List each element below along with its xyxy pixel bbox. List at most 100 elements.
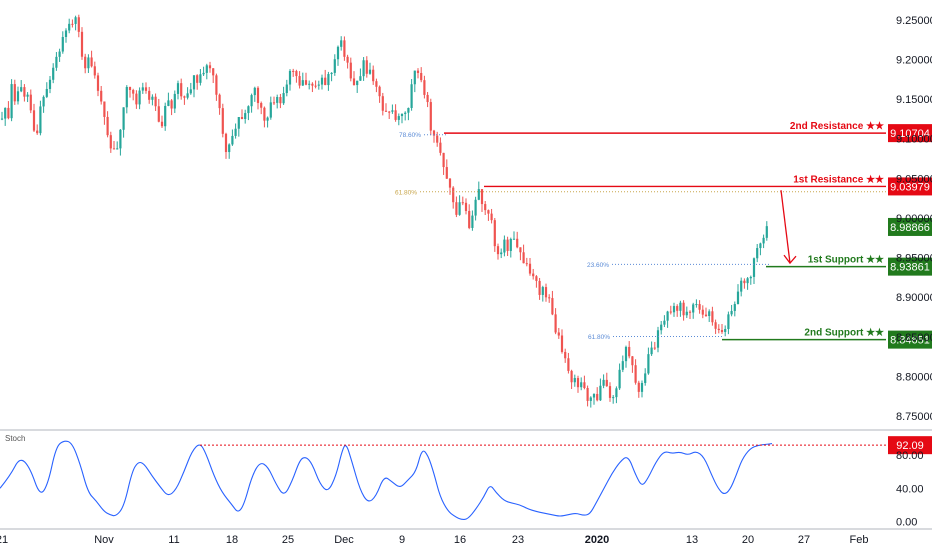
candle-body: [685, 311, 688, 316]
candle-body: [13, 84, 16, 102]
candle-body: [631, 356, 634, 366]
candle-body: [231, 135, 234, 145]
projection-arrow-line: [780, 190, 791, 264]
candle-body: [669, 311, 672, 313]
time-axis-tick-label: 9: [399, 534, 405, 546]
candle-body: [327, 74, 330, 86]
candle-body: [39, 106, 42, 134]
candle-body: [660, 324, 663, 331]
candle-body: [676, 306, 679, 311]
candle-body: [23, 87, 26, 97]
candle-body: [756, 248, 759, 259]
candle-body: [644, 373, 647, 383]
candle-body: [346, 56, 349, 63]
candle-body: [84, 56, 87, 69]
candle-body: [544, 287, 548, 298]
candle-body: [356, 80, 359, 86]
candle-body: [282, 93, 285, 104]
candle-body: [372, 69, 375, 82]
candle-body: [640, 382, 644, 392]
candle-body: [240, 117, 244, 120]
candle-body: [484, 204, 487, 211]
candle-body: [183, 96, 186, 98]
candle-body: [759, 243, 762, 249]
candle-body: [71, 23, 74, 25]
price-pane[interactable]: 78.60% 61.80% 23.60% 61.80% 2nd Resistance ★…: [0, 14, 932, 408]
candle-body: [340, 40, 343, 47]
candle-body: [58, 51, 61, 57]
candle-body: [692, 304, 695, 313]
candle-body: [506, 239, 509, 251]
candle-body: [362, 60, 365, 77]
candle-body: [672, 306, 676, 313]
candle-body: [365, 60, 368, 74]
candle-body: [148, 90, 151, 100]
candle-body: [154, 96, 157, 107]
candle-body: [394, 110, 397, 120]
candle-body: [269, 102, 272, 118]
candle-body: [343, 40, 346, 57]
candle-body: [285, 84, 288, 94]
candle-body: [516, 238, 519, 248]
candle-body: [314, 85, 317, 87]
candle-body: [311, 83, 314, 86]
candle-body: [186, 93, 189, 98]
candle-body: [522, 252, 525, 264]
candle-body: [119, 129, 122, 149]
candle-body: [637, 382, 640, 392]
price-tag-box: [888, 177, 932, 196]
candle-body: [32, 110, 36, 131]
candle-body: [199, 74, 202, 83]
candle-body: [359, 76, 362, 81]
candle-body: [701, 309, 704, 315]
candle-body: [173, 93, 176, 109]
candle-body: [618, 369, 621, 389]
price-axis-tick-label: 9.15000: [896, 94, 932, 106]
candle-body: [727, 314, 730, 330]
candle-body: [740, 280, 743, 292]
candle-body: [682, 302, 685, 316]
candle-body: [132, 90, 135, 94]
candle-body: [391, 110, 394, 112]
candle-body: [122, 107, 125, 130]
candle-body: [711, 311, 714, 323]
candle-body: [695, 304, 698, 306]
level-label: 2nd Resistance ★★: [790, 121, 884, 132]
candle-body: [442, 152, 445, 168]
candle-body: [218, 94, 221, 109]
candle-body: [557, 332, 560, 336]
price-axis-tick-label: 9.00000: [896, 213, 932, 225]
candle-body: [176, 83, 180, 94]
candle-body: [602, 379, 605, 386]
candle-body: [480, 189, 484, 205]
candle-body: [16, 91, 20, 102]
stoch-label: Stoch: [5, 434, 25, 443]
candle-body: [468, 210, 471, 228]
price-tag-box: [888, 257, 932, 276]
candle-body: [160, 121, 164, 127]
candle-body: [397, 116, 400, 120]
candle-body: [541, 287, 544, 295]
stoch-pane[interactable]: Stoch 92.09: [0, 434, 932, 520]
candle-body: [352, 78, 356, 86]
candle-body: [170, 100, 173, 109]
candle-body: [471, 215, 474, 228]
candle-body: [64, 30, 68, 37]
candle-body: [381, 96, 384, 111]
price-tag-text: 8.84651: [890, 335, 930, 347]
candle-body: [528, 263, 532, 274]
stoch-axis-tick-label: 80.00: [896, 450, 924, 462]
candle-body: [234, 128, 237, 136]
candle-body: [656, 330, 660, 348]
candle-body: [500, 252, 503, 255]
fib-level-label: 61.80%: [395, 189, 417, 196]
time-axis-tick-label: 2020: [585, 534, 609, 546]
fib-level-label: 78.60%: [399, 132, 421, 139]
time-axis-tick-label: 21: [0, 534, 8, 546]
candle-body: [583, 382, 586, 389]
candle-body: [29, 94, 32, 111]
candle-body: [445, 167, 448, 179]
candle-body: [567, 358, 570, 371]
